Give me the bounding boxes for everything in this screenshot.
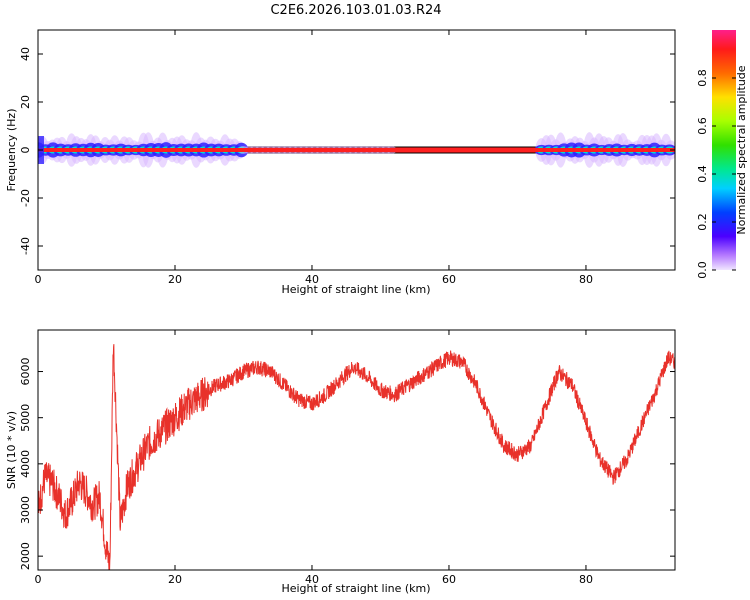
colorbar-tick-label: 0.2	[696, 213, 709, 231]
spectrogram-y-tick-label: -20	[19, 189, 32, 207]
snr-panel: 0 20 40 60 80 6000 5000 4000 3000 2000 Height of…	[5, 329, 676, 595]
spectrogram-x-ticks: 0 20 40 60 80	[35, 30, 593, 286]
spectrogram-y-tick-label: 20	[19, 95, 32, 109]
spectrogram-y-tick-label: -40	[19, 237, 32, 255]
snr-x-ticks: 0 20 40 60 80	[35, 330, 593, 586]
spectrogram-y-ticks: 40 20 0 -20 -40	[19, 47, 675, 255]
colorbar: 0.0 0.2 0.4 0.6 0.8 Normalized spectral ampl…	[696, 30, 748, 279]
snr-x-tick-label: 20	[168, 573, 182, 586]
snr-y-tick-label: 6000	[19, 358, 32, 386]
colorbar-tick-label: 0.6	[696, 117, 709, 135]
snr-axes-frame	[37, 329, 676, 571]
snr-series-line	[38, 344, 675, 570]
spectrogram-x-tick-label: 20	[168, 273, 182, 286]
snr-y-axis-label: SNR (10 * v/v)	[5, 411, 18, 489]
spectrogram-panel: 0 20 40 60 80 40 20 0 -20 -40 Height of straight…	[5, 29, 676, 296]
colorbar-tick-label: 0.0	[696, 261, 709, 279]
snr-y-tick-label: 2000	[19, 542, 32, 570]
snr-y-tick-label: 5000	[19, 404, 32, 432]
spectrogram-y-tick-label: 40	[19, 47, 32, 61]
spectrogram-y-tick-label: 0	[19, 147, 32, 154]
snr-x-tick-label: 80	[579, 573, 593, 586]
colorbar-gradient	[712, 30, 736, 270]
spectrogram-y-axis-label: Frequency (Hz)	[5, 109, 18, 192]
snr-x-tick-label: 0	[35, 573, 42, 586]
snr-y-ticks: 6000 5000 4000 3000 2000	[19, 358, 675, 570]
figure-title: C2E6.2026.103.01.03.R24	[270, 3, 441, 18]
colorbar-tick-label: 0.4	[696, 165, 709, 183]
snr-y-tick-label: 4000	[19, 450, 32, 478]
spectrogram-x-tick-label: 40	[305, 273, 319, 286]
colorbar-ticks: 0.0 0.2 0.4 0.6 0.8	[696, 69, 736, 279]
snr-x-axis-label: Height of straight line (km)	[281, 582, 430, 595]
spectrogram-band	[38, 132, 675, 168]
snr-x-tick-label: 40	[305, 573, 319, 586]
colorbar-tick-label: 0.8	[696, 69, 709, 87]
colorbar-label: Normalized spectral amplitude	[735, 65, 748, 234]
spectrogram-x-axis-label: Height of straight line (km)	[281, 283, 430, 296]
spectrogram-x-tick-label: 0	[35, 273, 42, 286]
spectrogram-x-tick-label: 60	[442, 273, 456, 286]
snr-x-tick-label: 60	[442, 573, 456, 586]
spectrogram-core-line	[38, 148, 675, 152]
snr-y-tick-label: 3000	[19, 496, 32, 524]
spectrogram-x-tick-label: 80	[579, 273, 593, 286]
